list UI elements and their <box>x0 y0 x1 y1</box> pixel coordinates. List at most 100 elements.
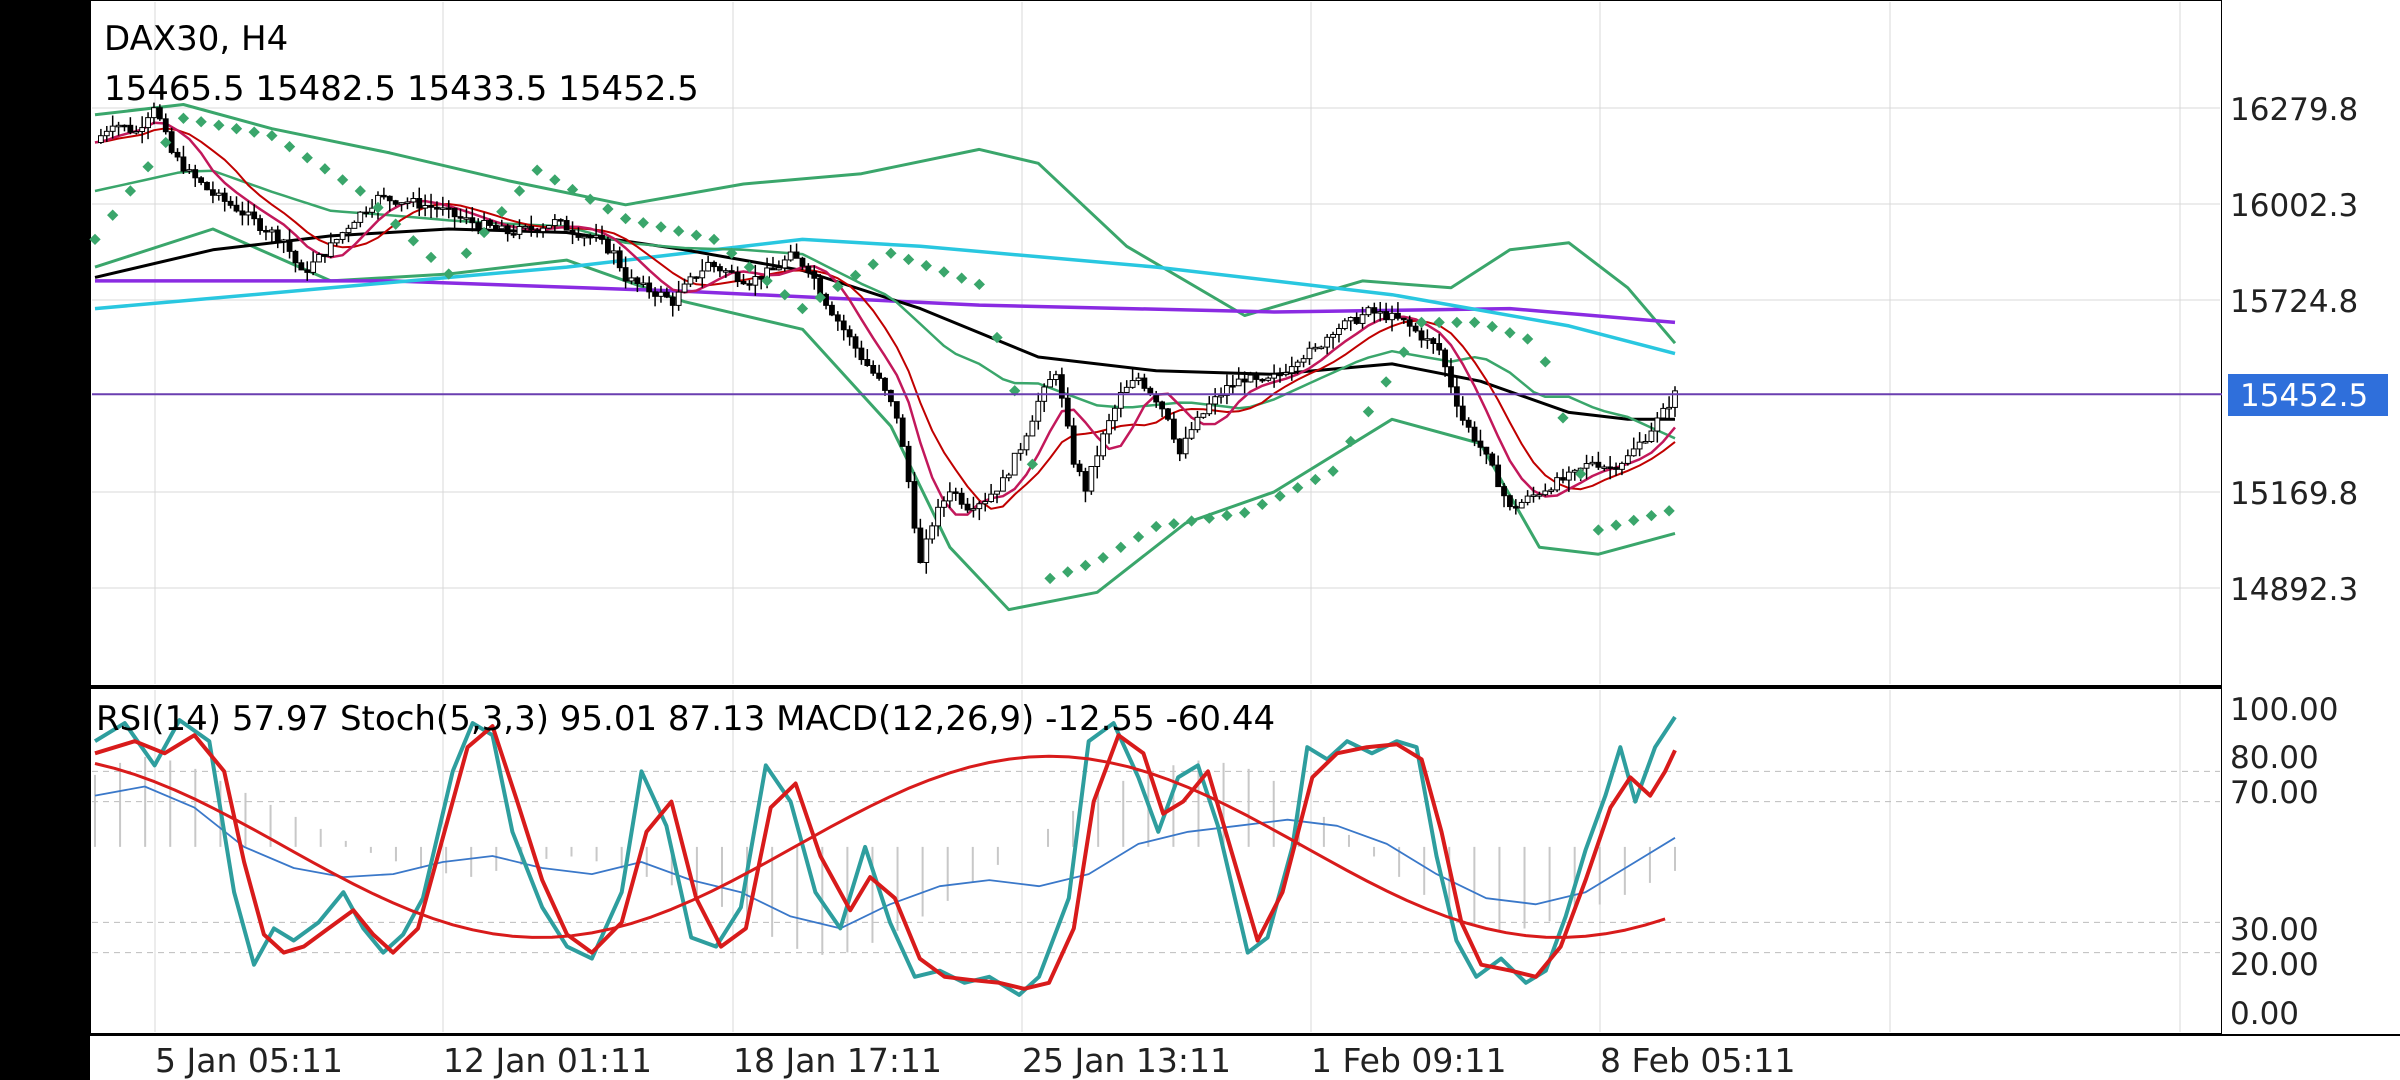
sar-dot <box>1097 552 1109 564</box>
candle-body <box>457 216 464 219</box>
candle-body <box>1165 408 1171 420</box>
candle-body <box>887 389 894 403</box>
candle-body <box>280 239 287 243</box>
candle-body <box>133 131 140 134</box>
candle-body <box>982 501 989 505</box>
candle-body <box>1241 378 1248 383</box>
sar-dot <box>1044 572 1056 585</box>
candle-body <box>546 225 552 229</box>
sar-dot <box>390 218 402 230</box>
price-tick-label: 15169.8 <box>2230 476 2358 512</box>
candle-body <box>121 124 128 128</box>
candle-body <box>1395 312 1401 319</box>
candle-body <box>522 225 529 229</box>
candle-body <box>1106 420 1112 435</box>
candle-body <box>829 304 835 316</box>
candle-body <box>210 189 216 196</box>
candle-body <box>687 276 694 285</box>
sar-dot <box>1433 316 1445 329</box>
candle-body <box>221 192 228 202</box>
sar-dot <box>513 185 526 197</box>
candle-body <box>669 296 676 306</box>
candle-body <box>1400 317 1407 321</box>
sar-dot <box>849 269 862 282</box>
candle-body <box>1159 401 1165 410</box>
candle-body <box>1029 420 1036 437</box>
candle-body <box>292 250 299 264</box>
candle-body <box>251 211 258 220</box>
ma-slow <box>94 227 1675 421</box>
candle-body <box>1583 463 1590 469</box>
candle-body <box>1117 391 1124 409</box>
candle-body <box>1489 453 1496 466</box>
indicator-tick-label: 80.00 <box>2230 740 2319 776</box>
candle-body <box>634 277 641 284</box>
candle-body <box>929 525 936 540</box>
candle-body <box>658 291 664 297</box>
candle-body <box>893 401 900 419</box>
candle-body <box>805 265 812 273</box>
sar-dot <box>1415 316 1428 329</box>
sar-dot <box>443 268 455 280</box>
candle-body <box>1088 466 1095 492</box>
price-axis: 16279.8 16002.3 15724.8 15169.8 14892.3 <box>2230 92 2358 608</box>
candle-body <box>445 207 452 210</box>
time-tick-label: 8 Feb 05:11 <box>1600 1041 1796 1080</box>
candle-body <box>463 217 470 220</box>
candle-body <box>274 229 281 242</box>
indicator-axis: 100.00 80.00 70.00 30.00 20.00 0.00 <box>2230 692 2338 1032</box>
sar-dot <box>1398 346 1410 358</box>
sar-dot <box>584 193 596 205</box>
candle-body <box>1542 490 1549 496</box>
candle-body <box>1182 437 1189 455</box>
price-axis-area <box>2222 0 2400 1034</box>
candle-body <box>339 232 346 240</box>
candle-body <box>534 229 541 233</box>
candle-body <box>298 262 305 271</box>
candle-body <box>799 257 806 267</box>
candle-body <box>180 156 187 172</box>
sar-dot <box>1256 498 1268 511</box>
candle-body <box>717 266 723 272</box>
candle-body <box>740 280 747 285</box>
sar-dot <box>1610 519 1622 531</box>
candle-body <box>1571 469 1578 473</box>
candle-body <box>1064 397 1071 427</box>
indicator-panel[interactable] <box>89 687 2223 1035</box>
candle-body <box>1312 346 1319 350</box>
candle-body <box>787 251 794 261</box>
candle-body <box>705 261 712 272</box>
candle-body <box>369 207 375 213</box>
candle-body <box>127 124 134 133</box>
price-panel[interactable] <box>89 0 2223 687</box>
indicator-tick-label: 100.00 <box>2230 692 2338 728</box>
candle-body <box>416 198 423 209</box>
candle-body <box>1070 425 1077 465</box>
candle-body <box>162 118 169 133</box>
candle-body <box>858 347 865 361</box>
candle-body <box>840 320 847 331</box>
sar-dot <box>1115 541 1127 553</box>
candle-body <box>1448 366 1454 388</box>
sar-dot <box>1026 458 1039 470</box>
sar-dot <box>814 291 826 304</box>
candle-body <box>386 195 393 202</box>
sar-dot <box>1380 376 1392 388</box>
candle-body <box>404 201 411 204</box>
candle-body <box>516 226 523 235</box>
candle-body <box>1194 416 1201 431</box>
sar-dot <box>460 247 473 259</box>
candle-body <box>1536 494 1543 497</box>
sar-dot <box>160 136 172 149</box>
sar-dot <box>1345 435 1357 448</box>
candle-body <box>1212 396 1219 405</box>
stoch-signal-line <box>94 724 1677 991</box>
candle-body <box>227 200 234 206</box>
sar-dot <box>1221 509 1233 522</box>
price-series-layer <box>89 102 1678 612</box>
candle-body <box>351 221 358 229</box>
candle-body <box>599 234 605 240</box>
sar-dot <box>566 183 579 196</box>
candle-body <box>746 283 753 286</box>
